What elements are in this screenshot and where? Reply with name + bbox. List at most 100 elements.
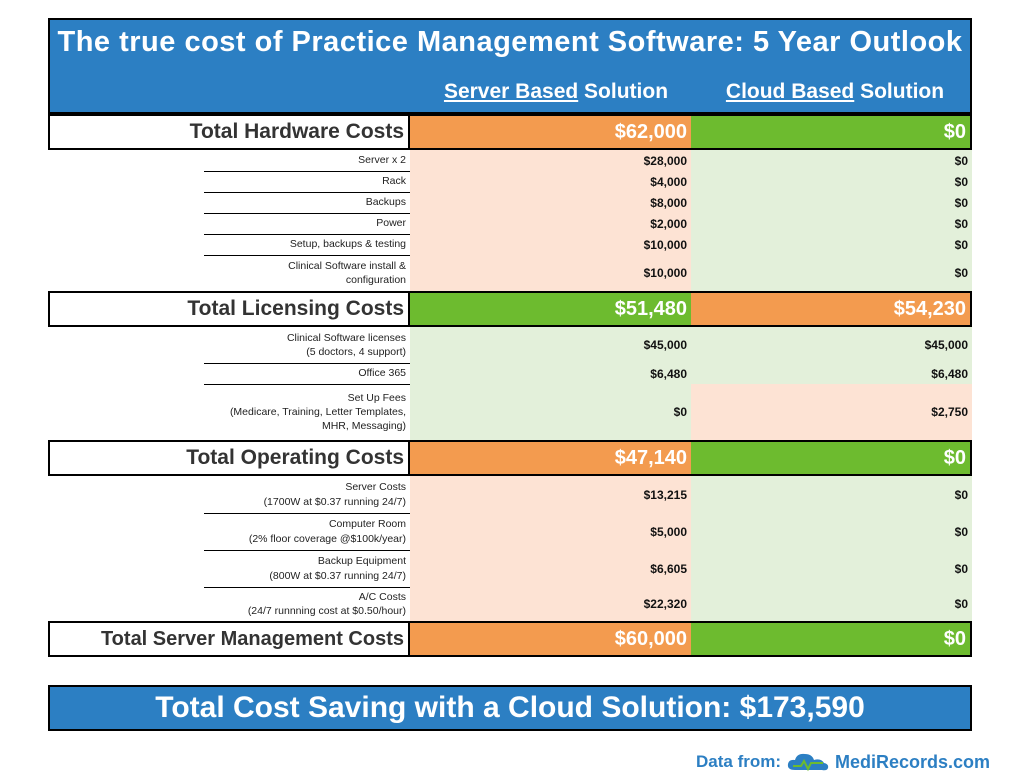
total-operating-server: $47,140	[410, 440, 691, 476]
total-hardware-label: Total Hardware Costs	[48, 114, 410, 150]
summary-banner: Total Cost Saving with a Cloud Solution:…	[48, 685, 972, 731]
hardware-item-label: Backups	[204, 192, 410, 214]
hardware-item-cloud-value: $0	[691, 234, 972, 255]
hardware-item-server-value: $10,000	[410, 255, 691, 291]
licensing-item-label-wrap: Set Up Fees (Medicare, Training, Letter T…	[48, 384, 410, 441]
operating-item-cloud-value: $0	[691, 587, 972, 621]
total-operating-row: Total Operating Costs $47,140 $0	[48, 440, 972, 476]
licensing-item-row: Clinical Software licenses (5 doctors, 4 …	[48, 327, 972, 364]
total-licensing-label: Total Licensing Costs	[48, 291, 410, 327]
column-header-cloud-rest: Solution	[854, 80, 945, 103]
operating-item-label-line: (2% floor coverage @$100k/year)	[248, 532, 406, 545]
hardware-item-row: Rack $4,000 $0	[48, 171, 972, 193]
hardware-item-server-value: $4,000	[410, 171, 691, 192]
operating-item-label-line: A/C Costs	[358, 590, 406, 603]
hardware-item-row: Backups $8,000 $0	[48, 192, 972, 214]
hardware-item-label: Power	[204, 213, 410, 235]
licensing-item-cloud-value: $6,480	[691, 363, 972, 384]
licensing-item-cloud-value: $2,750	[691, 384, 972, 440]
cloud-logo-icon	[787, 753, 829, 772]
total-licensing-cloud: $54,230	[691, 291, 972, 327]
total-operating-cloud: $0	[691, 440, 972, 476]
operating-item-label-wrap: Backup Equipment (800W at $0.37 running 2…	[48, 550, 410, 588]
operating-item-row: Server Costs (1700W at $0.37 running 24/7…	[48, 476, 972, 514]
hardware-item-label-wrap: Setup, backups & testing	[48, 234, 410, 256]
licensing-item-label: Clinical Software licenses (5 doctors, 4 …	[204, 327, 410, 364]
operating-item-server-value: $22,320	[410, 587, 691, 621]
hardware-item-label-wrap: Clinical Software install & configuration	[48, 255, 410, 292]
licensing-item-row: Office 365 $6,480 $6,480	[48, 363, 972, 385]
operating-item-label-line: (1700W at $0.37 running 24/7)	[263, 495, 406, 508]
licensing-item-label-wrap: Clinical Software licenses (5 doctors, 4 …	[48, 327, 410, 364]
licensing-item-server-value: $45,000	[410, 327, 691, 363]
footer-credit: Data from: MediRecords.com	[696, 750, 990, 774]
page-title: The true cost of Practice Management Sof…	[57, 26, 963, 58]
operating-item-row: Computer Room (2% floor coverage @$100k/y…	[48, 513, 972, 551]
hardware-item-label-line: Backups	[365, 196, 406, 209]
operating-item-cloud-value: $0	[691, 513, 972, 550]
hardware-item-cloud-value: $0	[691, 213, 972, 234]
hardware-item-label-wrap: Power	[48, 213, 410, 235]
operating-item-server-value: $13,215	[410, 476, 691, 513]
hardware-item-server-value: $10,000	[410, 234, 691, 255]
hardware-items: Server x 2 $28,000 $0 Rack $4,000 $0 Backups $8…	[48, 150, 972, 292]
licensing-item-label: Set Up Fees (Medicare, Training, Letter T…	[204, 384, 410, 441]
hardware-item-cloud-value: $0	[691, 171, 972, 192]
operating-item-label-wrap: A/C Costs (24/7 runnning cost at $0.50/ho…	[48, 587, 410, 622]
licensing-item-cloud-value: $45,000	[691, 327, 972, 363]
operating-item-label-wrap: Computer Room (2% floor coverage @$100k/y…	[48, 513, 410, 551]
hardware-item-row: Setup, backups & testing $10,000 $0	[48, 234, 972, 256]
licensing-items: Clinical Software licenses (5 doctors, 4 …	[48, 327, 972, 441]
operating-item-label-line: (24/7 runnning cost at $0.50/hour)	[247, 605, 406, 617]
total-management-server: $60,000	[410, 621, 691, 657]
column-header-server-underlined: Server Based	[443, 80, 579, 103]
hardware-item-server-value: $8,000	[410, 192, 691, 213]
operating-item-cloud-value: $0	[691, 550, 972, 587]
operating-item-label-line: Backup Equipment	[317, 555, 406, 568]
operating-item-label-line: Computer Room	[328, 518, 406, 531]
total-licensing-server: $51,480	[410, 291, 691, 327]
operating-item-label: A/C Costs (24/7 runnning cost at $0.50/ho…	[204, 587, 410, 622]
licensing-item-row: Set Up Fees (Medicare, Training, Letter T…	[48, 384, 972, 441]
hardware-item-label-line: Setup, backups & testing	[289, 238, 406, 251]
operating-item-server-value: $5,000	[410, 513, 691, 550]
cost-table: Total Hardware Costs $62,000 $0 Server x…	[48, 114, 972, 657]
hardware-item-row: Clinical Software install & configuration…	[48, 255, 972, 292]
hardware-item-label-wrap: Rack	[48, 171, 410, 193]
hardware-item-label: Rack	[204, 171, 410, 193]
total-operating-label: Total Operating Costs	[48, 440, 410, 476]
hardware-item-row: Power $2,000 $0	[48, 213, 972, 235]
hardware-item-cloud-value: $0	[691, 192, 972, 213]
hardware-item-label-line: Clinical Software install &	[288, 259, 406, 272]
total-licensing-row: Total Licensing Costs $51,480 $54,230	[48, 291, 972, 327]
licensing-item-label-line: MHR, Messaging)	[321, 420, 406, 433]
operating-item-label-line: (800W at $0.37 running 24/7)	[269, 569, 406, 582]
hardware-item-label: Setup, backups & testing	[204, 234, 410, 256]
operating-item-cloud-value: $0	[691, 476, 972, 513]
operating-item-label: Backup Equipment (800W at $0.37 running 2…	[204, 550, 410, 588]
hardware-item-server-value: $2,000	[410, 213, 691, 234]
footer-brand: MediRecords.com	[835, 751, 991, 772]
hardware-item-label-wrap: Server x 2	[48, 150, 410, 172]
licensing-item-label-line: (5 doctors, 4 support)	[306, 346, 406, 358]
operating-item-row: Backup Equipment (800W at $0.37 running 2…	[48, 550, 972, 588]
column-header-server-rest: Solution	[578, 80, 669, 103]
total-management-row: Total Server Management Costs $60,000 $0	[48, 621, 972, 657]
hardware-item-row: Server x 2 $28,000 $0	[48, 150, 972, 172]
footer-prefix: Data from:	[696, 752, 782, 771]
total-management-cloud: $0	[691, 621, 972, 657]
column-header-cloud-underlined: Cloud Based	[725, 80, 855, 103]
operating-items: Server Costs (1700W at $0.37 running 24/7…	[48, 476, 972, 622]
total-management-label: Total Server Management Costs	[48, 621, 410, 657]
licensing-item-label-line: (Medicare, Training, Letter Templates,	[229, 405, 406, 418]
licensing-item-label: Office 365	[204, 363, 410, 385]
operating-item-label-line: Server Costs	[345, 481, 406, 494]
hardware-item-cloud-value: $0	[691, 150, 972, 171]
total-hardware-server: $62,000	[410, 114, 691, 150]
licensing-item-label-wrap: Office 365	[48, 363, 410, 385]
hardware-item-label-line: Server x 2	[358, 154, 406, 167]
column-header-cloud: Cloud Based Solution	[696, 80, 974, 104]
licensing-item-label-line: Set Up Fees	[347, 391, 406, 404]
hardware-item-label-line: Power	[376, 217, 406, 230]
operating-item-label: Server Costs (1700W at $0.37 running 24/7…	[204, 476, 410, 514]
